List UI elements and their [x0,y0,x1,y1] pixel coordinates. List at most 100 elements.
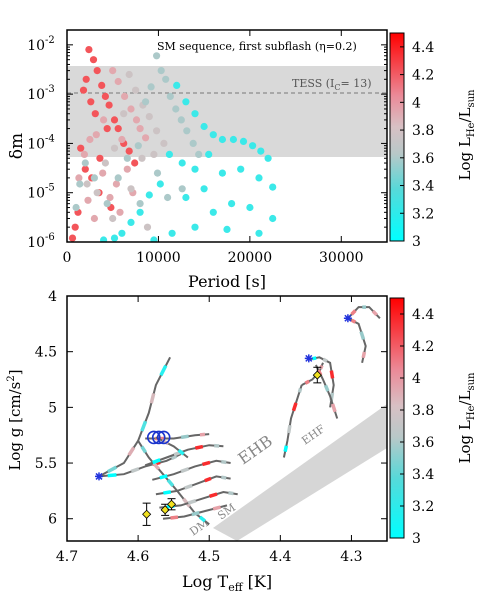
data-point [157,180,164,187]
track-segment [373,311,377,315]
y-tick-label: 10-6 [27,232,55,251]
data-point [135,142,142,149]
bottom-colorbar-ticks: 4.44.243.83.63.43.23 [400,307,434,547]
data-point [109,67,116,74]
track-segment [213,507,220,509]
data-point [158,67,165,74]
track-segment [181,436,188,437]
evolution-tracks [99,307,380,524]
colorbar-tick-label: 4.4 [412,40,434,56]
colorbar-tick-label: 3.2 [412,499,434,515]
data-point [137,209,144,216]
y-tick-label: 5 [48,400,57,416]
data-point [115,125,122,132]
data-point [191,224,198,231]
colorbar-tick-label: 3.4 [412,179,434,195]
data-point [76,180,83,187]
data-point [83,76,90,83]
track-segment [151,393,153,403]
data-point [219,170,226,177]
data-point [210,209,217,216]
data-point [219,136,226,143]
data-point [144,224,151,231]
top-colorbar-label: Log LHe/Lsun [456,89,477,181]
data-point [172,105,179,112]
track-segment [131,469,138,472]
track-segment [188,501,195,503]
track-segment [129,447,134,455]
x-tick-label: 30000 [319,250,364,266]
data-point [120,110,127,117]
data-point [96,155,103,162]
data-point [173,82,180,89]
data-point [269,184,276,191]
track-segment [221,462,226,463]
data-point [179,159,186,166]
data-point [109,215,116,222]
data-point [81,151,88,158]
track-segment [228,493,233,494]
track-segment [172,456,177,458]
y-tick-label: 4.5 [35,345,57,361]
track-segment [299,388,300,392]
colorbar-tick-label: 4.4 [412,307,434,323]
x-tick-label: 0 [63,250,72,266]
track-segment [293,403,295,411]
track-segment [108,467,117,472]
data-point [124,166,131,173]
data-point [205,151,212,158]
data-point [138,155,145,162]
track-segment [333,404,335,412]
y-tick-label: 10-2 [27,35,55,54]
data-point [150,151,157,158]
colorbar-tick-label: 4 [412,95,421,111]
data-point [94,67,101,74]
ehb-band [213,404,387,541]
data-point [178,116,185,123]
data-point [121,93,128,100]
track-segment [325,385,327,391]
track-segment [161,366,166,376]
data-point [137,200,144,207]
data-point [255,230,262,237]
data-point [153,127,160,134]
track-segment [285,446,286,452]
data-point [126,71,133,78]
track-segment [313,358,317,359]
track-segment [205,478,211,480]
colorbar-tick-label: 3.6 [412,435,434,451]
data-point [84,197,91,204]
track-segment [142,421,146,431]
top-ylabel: δm [7,133,27,159]
ehf-label: EHF [299,422,327,447]
data-point [269,215,276,222]
y-tick-label: 6 [48,512,57,528]
data-point [91,215,98,222]
track-segment [170,517,177,518]
data-point [133,116,140,123]
data-point [201,123,208,130]
track-segment [289,425,290,433]
band [67,66,387,157]
colorbar-tick-label: 4.2 [412,68,434,84]
track-segment [142,447,146,453]
data-point [115,78,122,85]
data-point [164,194,171,201]
bottom-colorbar-label: Log LHe/Lsun [456,372,477,464]
data-point [84,180,91,187]
data-point [91,174,98,181]
x-tick-label: 4.7 [56,549,78,565]
data-point [191,166,198,173]
track-line [145,434,209,438]
data-point [90,56,97,63]
colorbar-tick-label: 3.6 [412,151,434,167]
data-point [116,209,123,216]
observed-markers [95,314,352,525]
data-point [255,174,262,181]
data-point [246,204,253,211]
x-tick-label: 10000 [136,250,181,266]
data-point [179,185,186,192]
